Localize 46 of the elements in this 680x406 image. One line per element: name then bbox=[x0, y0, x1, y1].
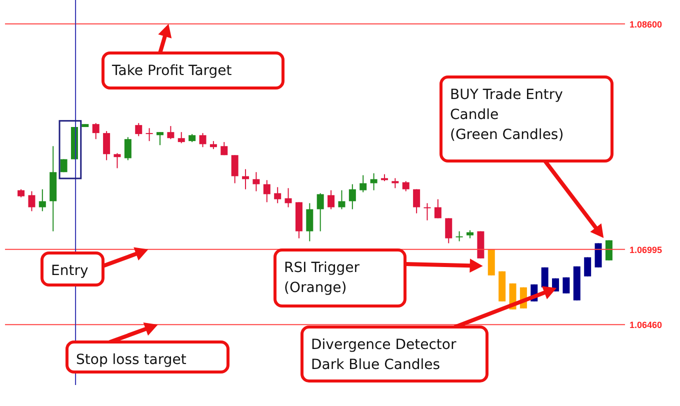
candlestick bbox=[124, 136, 132, 161]
candlestick bbox=[231, 154, 238, 184]
candlestick bbox=[541, 266, 548, 288]
candlestick bbox=[114, 152, 121, 169]
candlestick bbox=[402, 180, 410, 192]
y-tick-label: 1.06995 bbox=[630, 244, 662, 255]
candlestick bbox=[284, 188, 292, 208]
candlestick bbox=[316, 192, 324, 232]
candlestick bbox=[252, 172, 260, 192]
y-tick-label: 1.08600 bbox=[630, 19, 662, 30]
candlestick bbox=[338, 190, 346, 210]
candlestick bbox=[146, 128, 153, 142]
candlestick bbox=[445, 218, 452, 244]
annotation: BUY Trade Entry Candle (Green Candles) bbox=[450, 87, 564, 143]
candlestick bbox=[348, 184, 356, 210]
annotation: Entry bbox=[51, 263, 88, 279]
candlestick bbox=[263, 180, 270, 203]
candlestick bbox=[92, 122, 100, 140]
candlestick bbox=[360, 174, 367, 193]
y-tick-label: 1.06460 bbox=[630, 320, 662, 330]
candlestick bbox=[178, 132, 185, 144]
candlestick bbox=[434, 198, 442, 219]
candlestick bbox=[220, 142, 228, 156]
candlestick bbox=[328, 190, 335, 210]
candlestick bbox=[413, 188, 420, 214]
candlestick bbox=[60, 158, 68, 173]
candlestick bbox=[199, 132, 206, 148]
candlestick bbox=[242, 168, 250, 190]
candlestick bbox=[370, 172, 378, 191]
candlestick bbox=[584, 256, 592, 277]
candlestick bbox=[38, 188, 46, 212]
candlestick bbox=[605, 240, 612, 261]
candlestick bbox=[103, 130, 110, 161]
candlestick bbox=[392, 178, 399, 189]
candlestick bbox=[135, 122, 142, 137]
annotation: RSI Trigger (Orange) bbox=[284, 260, 360, 296]
candlestick bbox=[306, 202, 314, 242]
candlestick bbox=[274, 186, 282, 204]
annotation: Take Profit Target bbox=[111, 63, 232, 79]
candlestick bbox=[562, 276, 570, 294]
annotation: Stop loss target bbox=[76, 352, 187, 368]
candlestick bbox=[167, 126, 174, 140]
candlestick bbox=[156, 132, 164, 146]
candlestick bbox=[456, 230, 463, 242]
annotation: Divergence Detector Dark Blue Candles bbox=[311, 337, 456, 373]
candlestick bbox=[28, 190, 36, 212]
